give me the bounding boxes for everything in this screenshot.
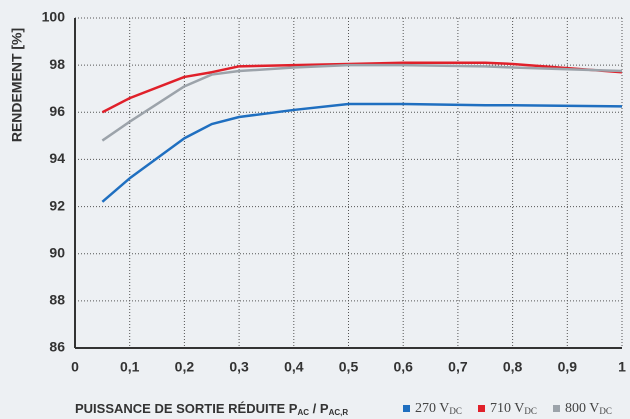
legend-swatch bbox=[553, 405, 560, 412]
x-tick-label: 0,2 bbox=[175, 359, 195, 375]
x-tick-label: 0,9 bbox=[558, 359, 578, 375]
legend-sub: DC bbox=[524, 406, 537, 416]
legend-sub: DC bbox=[599, 406, 612, 416]
y-tick-label: 100 bbox=[42, 9, 66, 25]
y-tick-label: 92 bbox=[49, 197, 65, 213]
legend-label: 270 VDC bbox=[415, 401, 462, 416]
x-tick-label: 0,3 bbox=[229, 359, 249, 375]
legend-sub: DC bbox=[449, 406, 462, 416]
y-tick-label: 98 bbox=[49, 56, 65, 72]
y-tick-label: 88 bbox=[49, 292, 65, 308]
x-label-sub: AC,R bbox=[329, 408, 349, 417]
x-tick-label: 0,8 bbox=[503, 359, 523, 375]
x-axis-label: PUISSANCE DE SORTIE RÉDUITE PAC / PAC,R bbox=[75, 401, 348, 417]
x-tick-label: 0,5 bbox=[339, 359, 359, 375]
x-tick-label: 1 bbox=[618, 359, 626, 375]
x-label-text: PUISSANCE DE SORTIE RÉDUITE P bbox=[75, 401, 298, 416]
legend-swatch bbox=[403, 405, 410, 412]
x-tick-label: 0,7 bbox=[448, 359, 468, 375]
legend-label: 710 VDC bbox=[490, 401, 537, 416]
y-tick-label: 94 bbox=[49, 150, 65, 166]
legend-label: 800 VDC bbox=[565, 401, 612, 416]
series-line bbox=[101, 102, 623, 203]
y-tick-label: 96 bbox=[49, 103, 65, 119]
y-tick-label: 86 bbox=[49, 339, 65, 355]
y-axis-label: RENDEMENT [%] bbox=[9, 28, 25, 142]
x-label-text: / P bbox=[309, 401, 329, 416]
legend-name: 800 V bbox=[565, 401, 599, 416]
x-tick-label: 0,1 bbox=[120, 359, 140, 375]
legend-name: 710 V bbox=[490, 401, 524, 416]
x-label-sub: AC bbox=[297, 408, 309, 417]
legend-name: 270 V bbox=[415, 401, 449, 416]
series-line bbox=[101, 63, 623, 142]
legend-swatch bbox=[478, 405, 485, 412]
x-tick-label: 0 bbox=[71, 359, 79, 375]
x-tick-label: 0,4 bbox=[284, 359, 304, 375]
y-tick-label: 90 bbox=[49, 244, 65, 260]
x-tick-label: 0,6 bbox=[393, 359, 413, 375]
series-line bbox=[101, 61, 623, 114]
